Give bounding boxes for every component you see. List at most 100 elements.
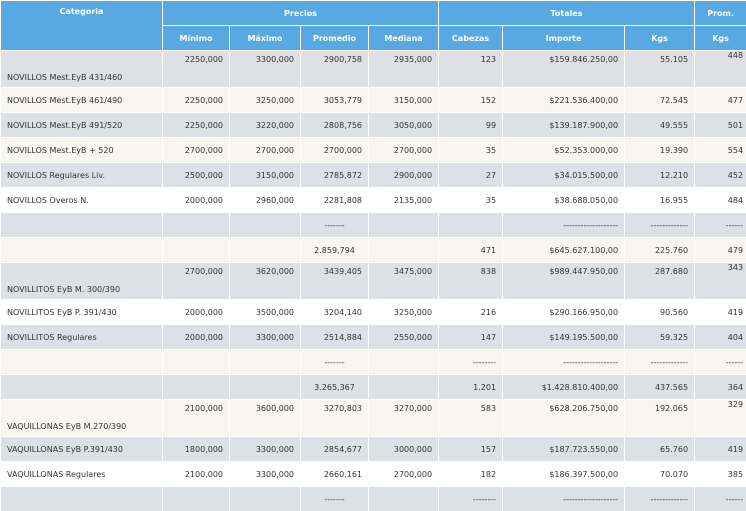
cell-minimo xyxy=(162,349,230,375)
cell-minimo xyxy=(162,374,230,400)
cell-categoria: VAQUILLONAS Regulares xyxy=(0,461,163,487)
cell-minimo: 2000,000 xyxy=(162,187,230,213)
cell-mediana: 2900,000 xyxy=(367,162,440,188)
cell-minimo xyxy=(162,486,230,511)
cell-kgs: 19.390 xyxy=(624,137,696,163)
cell-maximo xyxy=(229,374,301,400)
cell-categoria: NOVILLOS Overos N. xyxy=(0,187,163,213)
cell-promedio: 2900,758 xyxy=(300,50,369,88)
table-row: NOVILLOS Overos N. 2000,000 2960,000 228… xyxy=(0,187,746,213)
header-mediana: Mediana xyxy=(367,25,440,51)
cell-categoria: NOVILLOS Mest.EyB 431/460 xyxy=(0,50,163,88)
cell-kgs: 90.560 xyxy=(624,299,696,325)
table-row: NOVILLITOS EyB M. 300/390 2700,000 3620,… xyxy=(0,262,746,300)
cell-minimo: 2100,000 xyxy=(162,399,230,437)
cell-kgs: ------------- xyxy=(624,486,696,511)
cell-kgs: 55.105 xyxy=(624,50,696,88)
header-prom: Prom. xyxy=(694,0,746,26)
table-row: NOVILLOS Mest.EyB 491/520 2250,000 3220,… xyxy=(0,112,746,138)
cell-importe: $38.688.050,00 xyxy=(502,187,626,213)
cell-mediana xyxy=(367,212,440,238)
cell-promedio: 2854,677 xyxy=(300,436,369,462)
cell-cabezas: 1.201 xyxy=(438,374,504,400)
cell-prom-kgs: 419 xyxy=(694,436,746,462)
cell-mediana: 3050,000 xyxy=(367,112,440,138)
cell-prom-kgs: 385 xyxy=(694,461,746,487)
header-prom-kgs: Kgs xyxy=(694,25,746,51)
cell-prom-kgs: ------ xyxy=(694,486,746,511)
cell-cabezas: 157 xyxy=(438,436,504,462)
cell-cabezas: -------- xyxy=(438,486,504,511)
cell-importe: $1.428.810.400,00 xyxy=(502,374,626,400)
table-row: ------- -------- ------------------- ---… xyxy=(0,349,746,375)
cell-maximo: 3300,000 xyxy=(229,50,301,88)
cell-maximo: 2960,000 xyxy=(229,187,301,213)
cell-minimo: 2000,000 xyxy=(162,299,230,325)
cell-kgs: 287.680 xyxy=(624,262,696,300)
cell-maximo xyxy=(229,486,301,511)
cell-maximo: 2700,000 xyxy=(229,137,301,163)
cell-categoria xyxy=(0,237,163,263)
cell-kgs: ------------- xyxy=(624,349,696,375)
cell-kgs: 72.545 xyxy=(624,87,696,113)
cell-categoria xyxy=(0,212,163,238)
cell-cabezas: 471 xyxy=(438,237,504,263)
table-row: 2.859,794 471 $645.627.100,00 225.760 47… xyxy=(0,237,746,263)
cell-categoria xyxy=(0,486,163,511)
cell-prom-kgs: 419 xyxy=(694,299,746,325)
cell-minimo: 2700,000 xyxy=(162,262,230,300)
cell-importe: $186.397.500,00 xyxy=(502,461,626,487)
cell-kgs: 49.555 xyxy=(624,112,696,138)
cell-maximo xyxy=(229,349,301,375)
cell-importe: $52.353.000,00 xyxy=(502,137,626,163)
cell-maximo: 3250,000 xyxy=(229,87,301,113)
cell-promedio: ------- xyxy=(300,212,369,238)
cell-categoria xyxy=(0,349,163,375)
cell-categoria: VAQUILLONAS EyB M.270/390 xyxy=(0,399,163,437)
cell-importe: $34.015.500,00 xyxy=(502,162,626,188)
cell-cabezas: 838 xyxy=(438,262,504,300)
cell-categoria: NOVILLITOS Regulares xyxy=(0,324,163,350)
cell-maximo: 3600,000 xyxy=(229,399,301,437)
cell-promedio: ------- xyxy=(300,349,369,375)
cell-prom-kgs: 554 xyxy=(694,137,746,163)
cell-cabezas: 216 xyxy=(438,299,504,325)
cell-prom-kgs: 501 xyxy=(694,112,746,138)
header-totales: Totales xyxy=(438,0,696,26)
cell-cabezas: -------- xyxy=(438,349,504,375)
header-kgs: Kgs xyxy=(624,25,696,51)
cell-kgs: 12.210 xyxy=(624,162,696,188)
header-precios: Precios xyxy=(161,0,440,26)
cell-importe: ------------------- xyxy=(502,486,626,511)
cell-promedio: 2700,000 xyxy=(300,137,369,163)
cell-mediana: 3150,000 xyxy=(367,87,440,113)
cell-cabezas: 35 xyxy=(438,187,504,213)
cell-cabezas: 99 xyxy=(438,112,504,138)
cell-kgs: 437.565 xyxy=(624,374,696,400)
cell-promedio: 2514,884 xyxy=(300,324,369,350)
cell-cabezas: 35 xyxy=(438,137,504,163)
cell-categoria xyxy=(0,374,163,400)
cell-mediana xyxy=(367,349,440,375)
cell-importe: $149.195.500,00 xyxy=(502,324,626,350)
cell-cabezas xyxy=(438,212,504,238)
cell-importe: ------------------- xyxy=(502,349,626,375)
cell-kgs: 70.070 xyxy=(624,461,696,487)
table-row: 3.265,367 1.201 $1.428.810.400,00 437.56… xyxy=(0,374,746,400)
cell-cabezas: 123 xyxy=(438,50,504,88)
cell-importe: $290.166.950,00 xyxy=(502,299,626,325)
cell-kgs: ------------- xyxy=(624,212,696,238)
cell-promedio: 3439,405 xyxy=(300,262,369,300)
cell-minimo: 2250,000 xyxy=(162,87,230,113)
cell-mediana: 3250,000 xyxy=(367,299,440,325)
table-row: NOVILLOS Regulares Liv. 2500,000 3150,00… xyxy=(0,162,746,188)
cell-minimo xyxy=(162,237,230,263)
cell-prom-kgs: 484 xyxy=(694,187,746,213)
table-row: NOVILLOS Mest.EyB + 520 2700,000 2700,00… xyxy=(0,137,746,163)
header-categoria: Categoria xyxy=(0,0,163,51)
cell-minimo: 2250,000 xyxy=(162,112,230,138)
cell-minimo: 2250,000 xyxy=(162,50,230,88)
cell-importe: $159.846.250,00 xyxy=(502,50,626,88)
header-promedio: Promedio xyxy=(300,25,369,51)
cell-maximo: 3300,000 xyxy=(229,324,301,350)
